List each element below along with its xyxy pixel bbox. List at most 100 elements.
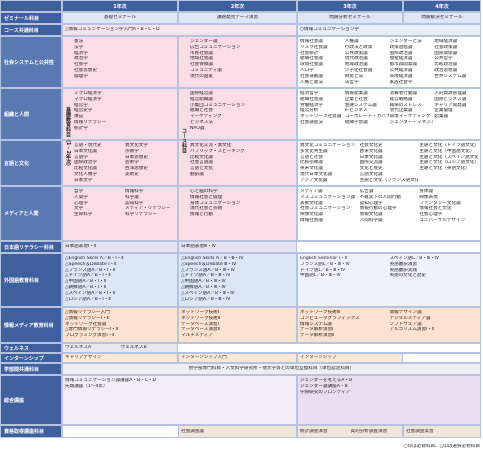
course-name: △朝鮮語A／B・Ⅲ・Ⅳ <box>181 285 226 290</box>
course-name: △English Skills A／B・Ⅰ・Ⅱ <box>65 256 124 261</box>
course-name: 起業論 <box>434 114 449 120</box>
course-name: NPO論 <box>190 125 205 131</box>
cell <box>178 36 297 88</box>
course-name: 情報デザイン論 <box>389 310 422 315</box>
course-name: ファンタジー文化論 <box>419 200 461 206</box>
course-name: 広告コミュニケーション <box>190 44 241 50</box>
course-name: 統計学 <box>74 125 88 131</box>
row-label: 外国語教育科目 <box>0 253 62 307</box>
year-header: 4年次 <box>403 0 481 12</box>
course-name: 日本語表現Ⅲ・Ⅳ <box>181 244 216 250</box>
course-name: 統計調査演習 <box>300 428 328 434</box>
course-name: 問題解決ゼミナール <box>421 15 463 21</box>
course-name: ウェルネスB <box>120 345 147 351</box>
course-name: 認知心理学 <box>359 200 383 206</box>
course-name: 主題と文化（ロシア語文化） <box>419 160 478 166</box>
course-name: 文化と歴史 <box>359 166 383 172</box>
course-name: データ解析演習Ⅱ <box>300 333 335 339</box>
course-name: 行政法と政策 <box>344 44 373 50</box>
course-name: △フランス語A／B・Ⅰ・Ⅱ <box>65 267 116 273</box>
course-name: データベース演習Ⅱ <box>181 327 220 333</box>
course-name: 広告論 <box>359 189 374 194</box>
course-name: 翻訳論 <box>190 172 204 177</box>
corner-cell <box>0 0 62 12</box>
course-name: 世界システム論 <box>434 73 467 79</box>
course-name: 経営学 <box>74 102 88 108</box>
course-name: ○情報コミュニケーション学 <box>300 27 360 33</box>
course-name: △スペイン語A／B・Ⅲ・Ⅳ <box>181 290 235 296</box>
course-name: 企業と社会 <box>344 96 368 102</box>
course-name: 国際関係論 <box>434 50 458 56</box>
course-name: e-ビジネス <box>344 108 368 114</box>
cell <box>178 253 297 307</box>
course-name: 国際経営論 <box>190 91 213 96</box>
course-name: △情報リテラシーⅠ・Ⅱ <box>65 315 109 321</box>
cell <box>297 140 481 186</box>
course-name: 国際交流論 <box>359 160 383 166</box>
course-name: 情報と行動 <box>190 212 213 218</box>
course-name: キャリア開発論 <box>434 102 467 108</box>
course-name: 組織社会論 <box>300 96 323 102</box>
course-name: △情報リテラシー入門 <box>65 310 110 315</box>
course-name: 英語翻訳演習 <box>389 261 418 267</box>
cell <box>62 307 178 343</box>
course-name: △専門情報リテラシーⅠ・Ⅱ <box>65 327 118 333</box>
course-name: △スペイン語A／B・Ⅰ・Ⅱ <box>65 290 115 296</box>
course-name: 学際研究のフロンティア <box>300 389 351 395</box>
course-name: 言語と社会 <box>300 154 323 160</box>
course-name: 心理学 <box>74 200 88 206</box>
course-name: 現代の国家 <box>190 73 213 79</box>
course-name: 中国語L／B・Ⅲ・Ⅳ <box>300 273 341 279</box>
course-name: 科学論 <box>125 194 139 200</box>
course-name: 心と脳の科学 <box>190 189 218 194</box>
course-name: 異文化文学 <box>125 143 148 148</box>
course-name: △中国語A／B・Ⅰ・Ⅱ <box>65 279 107 285</box>
course-name: ネットワーク社会論 <box>300 114 342 120</box>
course-name: △ロシア語A／B・Ⅰ・Ⅱ <box>65 296 111 302</box>
course-name: 組織学習論 <box>344 120 368 125</box>
row-label: 言語と文化 <box>0 140 62 186</box>
course-name: 日本語表現Ⅰ・Ⅱ <box>65 244 97 250</box>
row-label: ゼミナール科目 <box>0 12 62 24</box>
basic-education-label: 基礎教育科目（1・2年次） <box>65 107 71 169</box>
course-name: 言語・現代史 <box>74 143 102 148</box>
course-name: 市民社会論 <box>190 50 213 56</box>
year-header: 3年次 <box>297 0 403 12</box>
course-name: 比較文化論 <box>74 166 97 172</box>
course-name: データ解析演習Ⅰ <box>300 327 334 333</box>
cell <box>62 12 178 24</box>
course-name: 他学部専門科目・人文科学研究所・他大学等との単位互換科目（単位認定科目） <box>188 366 355 372</box>
course-name: 情報リテラシー <box>74 120 107 125</box>
course-name: ドイツ語L／B・Ⅲ・Ⅳ <box>300 267 346 273</box>
course-name: 美術史 <box>125 172 139 177</box>
course-name: マクロ経済学 <box>74 96 102 102</box>
course-name: 経営組織論 <box>190 96 213 102</box>
course-name: 比較政治論 <box>434 62 458 68</box>
course-name: 認知科学 <box>125 200 144 206</box>
course-name: リスク社会論 <box>300 44 328 50</box>
cell <box>62 375 297 425</box>
cell <box>297 353 403 363</box>
course-name: 現代日本文化論 <box>300 172 333 177</box>
course-name: 財産と法 <box>344 73 364 79</box>
course-name: アルゴリズム演習Ⅰ・Ⅱ <box>389 327 435 333</box>
course-name: 経営戦略論 <box>389 96 413 102</box>
course-name: 環境経済論 <box>389 73 413 79</box>
course-name: △朝鮮語A／B・Ⅰ・Ⅱ <box>65 285 107 290</box>
course-name: ジェンダーを考えるA・B <box>300 378 353 383</box>
cell <box>297 24 481 36</box>
course-name: 社会運動論 <box>300 73 323 79</box>
course-name: 法学 <box>74 44 84 50</box>
course-name: English Seminar Ⅰ・Ⅱ <box>300 256 347 261</box>
course-name: 身体コミュニケーション <box>190 200 241 206</box>
course-name: 国際ビジネス論 <box>434 96 467 102</box>
course-name: 情報コミュニケーション論講座A・B・C・D <box>65 378 157 383</box>
cell <box>178 88 297 140</box>
cell <box>62 241 178 253</box>
cell <box>62 36 178 88</box>
course-name: 社会言語論 <box>190 160 213 166</box>
course-name: 文学 <box>74 206 84 212</box>
course-name: 公共経済論 <box>389 68 413 73</box>
course-name: 経営分析 <box>300 108 319 114</box>
course-name: 社会調査実習 <box>406 428 434 434</box>
